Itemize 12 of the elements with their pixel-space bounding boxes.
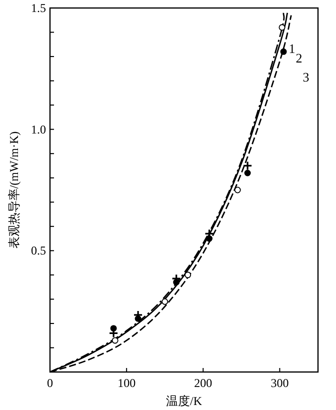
y-tick-label: 0.5 [31,244,46,258]
series-label: 2 [296,50,302,66]
x-axis-title: 温度/K [166,394,202,408]
x-tick-label: 200 [194,376,212,390]
series-label: 1 [288,41,296,56]
y-tick-label: 1.0 [31,122,46,136]
x-tick-label: 300 [270,376,289,390]
x-tick-label: 0 [47,376,53,390]
x-tick-label: 100 [118,376,136,390]
y-axis-title: 表观热导率/(mW/m·K) [7,131,21,249]
series-label: 3 [302,69,310,84]
y-tick-label: 1.5 [31,1,46,15]
